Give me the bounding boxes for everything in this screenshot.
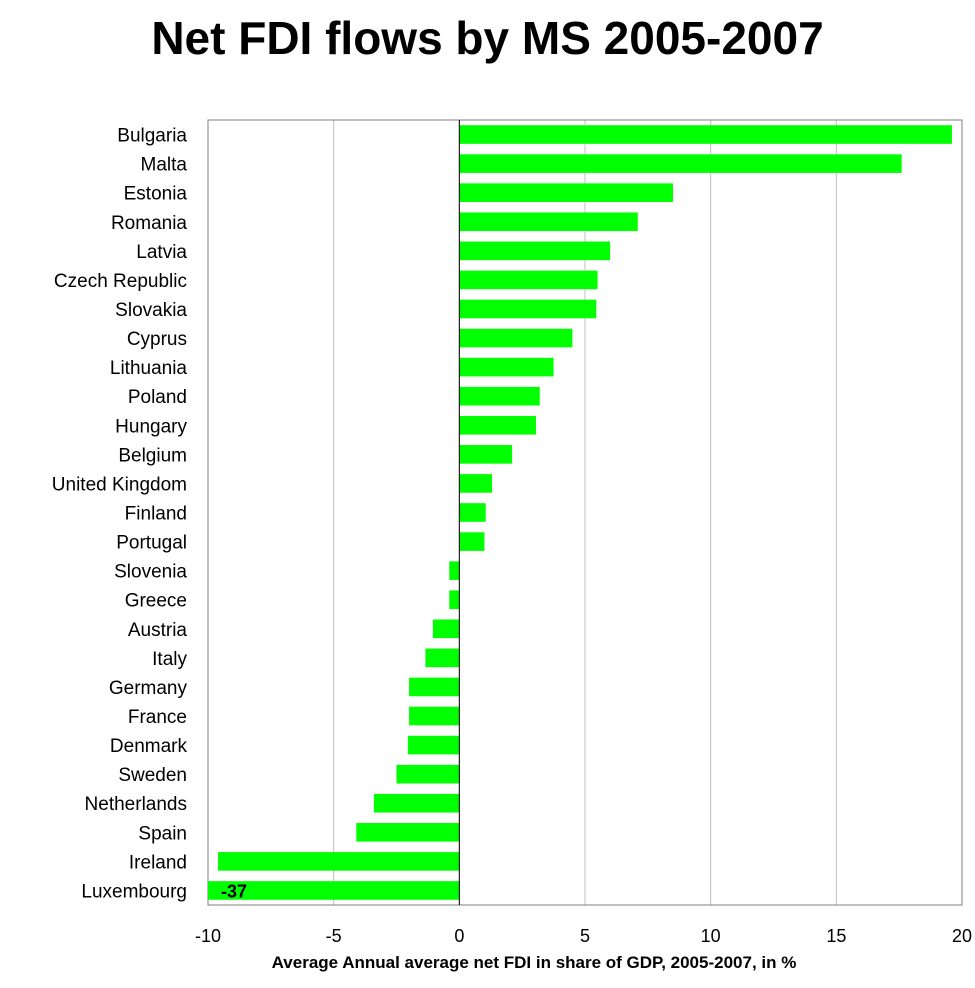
- bar-germany: [409, 677, 460, 697]
- annotations: -37: [221, 881, 247, 901]
- bar-united-kingdom: [459, 474, 493, 493]
- bar-belgium: [459, 445, 513, 464]
- y-tick-label: Bulgaria: [117, 126, 187, 147]
- y-tick-label: Italy: [152, 649, 187, 670]
- bar-spain: [356, 823, 460, 842]
- bars: [208, 125, 952, 900]
- y-tick-label: United Kingdom: [52, 474, 187, 495]
- bar-slovakia: [459, 299, 597, 319]
- gridlines: [333, 120, 837, 905]
- bar-lithuania: [459, 357, 554, 377]
- x-tick-label: 15: [826, 926, 846, 946]
- bar-malta: [459, 154, 902, 173]
- x-axis-ticks: -10 -5 0 5 10 15 20: [195, 926, 972, 946]
- x-tick-label: 20: [952, 926, 972, 946]
- y-tick-label: Cyprus: [127, 329, 187, 350]
- x-tick-label: 0: [454, 926, 464, 946]
- y-tick-label: France: [128, 707, 187, 728]
- y-axis-labels: Bulgaria Malta Estonia Romania Latvia Czech R…: [52, 126, 188, 903]
- bar-netherlands: [373, 793, 460, 813]
- y-tick-label: Spain: [138, 823, 187, 844]
- y-tick-label: Latvia: [136, 242, 187, 263]
- bar-bulgaria: [459, 125, 952, 144]
- bar-poland: [459, 386, 540, 406]
- x-axis-title: Average Annual average net FDI in share …: [271, 953, 797, 972]
- y-tick-label: Slovenia: [114, 562, 187, 583]
- bar-finland: [459, 503, 486, 522]
- y-tick-label: Ireland: [129, 852, 187, 873]
- bar-latvia: [459, 241, 611, 261]
- data-label: -37: [221, 881, 247, 901]
- y-tick-label: Poland: [128, 387, 187, 408]
- bar-sweden: [396, 764, 460, 784]
- y-tick-label: Netherlands: [85, 794, 187, 815]
- plot-area-frame: [207, 119, 963, 906]
- y-tick-label: Austria: [128, 620, 188, 641]
- bar-italy: [425, 648, 460, 668]
- bar-luxembourg: [208, 881, 460, 900]
- y-tick-label: Belgium: [118, 445, 187, 466]
- chart-title: Net FDI flows by MS 2005-2007: [151, 12, 824, 64]
- bar-hungary: [459, 415, 536, 435]
- y-tick-label: Luxembourg: [81, 881, 187, 902]
- y-tick-label: Czech Republic: [54, 271, 187, 292]
- bar-slovenia: [449, 561, 460, 580]
- y-tick-label: Portugal: [116, 533, 187, 554]
- y-tick-label: Slovakia: [115, 300, 187, 321]
- x-tick-label: -10: [195, 926, 221, 946]
- bar-france: [409, 706, 460, 726]
- bar-austria: [432, 619, 460, 639]
- bar-cyprus: [459, 328, 573, 348]
- y-tick-label: Finland: [125, 504, 187, 525]
- bar-denmark: [407, 735, 460, 755]
- y-tick-label: Lithuania: [110, 358, 188, 379]
- bar-czech-republic: [459, 270, 598, 290]
- y-tick-label: Romania: [111, 213, 187, 234]
- y-tick-label: Hungary: [115, 416, 187, 437]
- y-tick-label: Denmark: [110, 736, 188, 757]
- y-tick-label: Malta: [141, 155, 188, 176]
- y-tick-label: Sweden: [118, 765, 187, 786]
- x-tick-label: -5: [326, 926, 342, 946]
- bar-romania: [459, 212, 638, 232]
- bar-ireland: [218, 852, 460, 871]
- y-tick-label: Germany: [109, 678, 188, 699]
- x-tick-label: 5: [580, 926, 590, 946]
- x-tick-label: 10: [701, 926, 721, 946]
- y-tick-label: Greece: [125, 591, 187, 612]
- y-tick-label: Estonia: [124, 184, 188, 205]
- bar-portugal: [459, 532, 485, 551]
- bar-greece: [449, 590, 460, 610]
- bar-estonia: [459, 183, 673, 202]
